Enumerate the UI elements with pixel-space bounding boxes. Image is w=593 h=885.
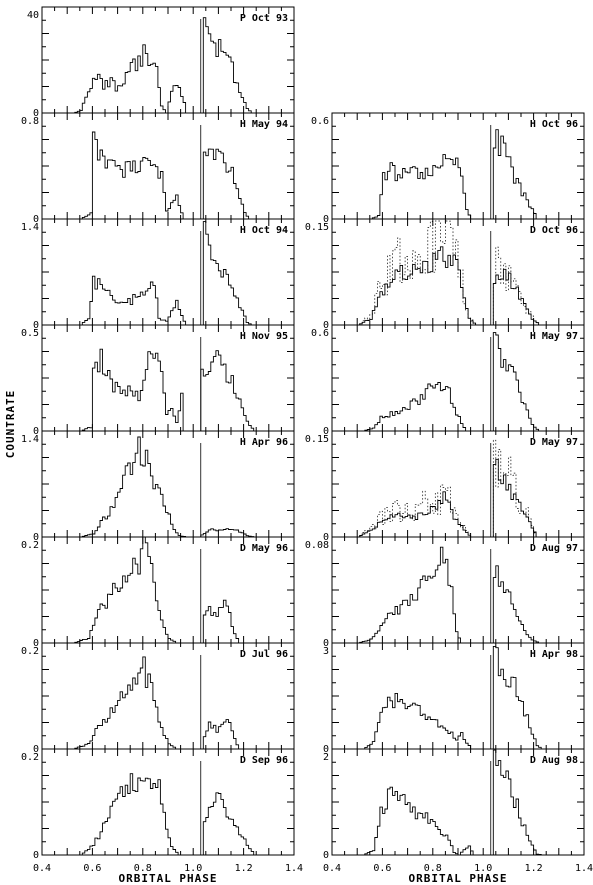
panel-label: D Sep 96: [240, 755, 288, 766]
y-tick-label-max: 0.6: [311, 116, 329, 127]
x-tick-label: 1.4: [285, 863, 303, 874]
light-curve-series: [332, 332, 584, 432]
panel-label: P Oct 93: [240, 13, 288, 24]
y-tick-label-max: 0.6: [311, 328, 329, 339]
y-tick-label-max: 0.5: [21, 328, 39, 339]
light-curve-series: [332, 246, 584, 326]
y-tick-label-max: 0.2: [21, 646, 39, 657]
y-tick-label-zero: 0: [33, 532, 39, 543]
panel-label: H May 94: [240, 119, 288, 130]
y-tick-label-max: 0.15: [305, 434, 329, 445]
y-tick-label-zero: 0: [323, 214, 329, 225]
y-tick-label-zero: 0: [323, 850, 329, 861]
panel-label: H Apr 98: [530, 649, 578, 660]
y-tick-label-zero: 0: [33, 744, 39, 755]
light-curve-series: [42, 17, 294, 114]
y-tick-label-zero: 0: [33, 426, 39, 437]
light-curve-series: [332, 129, 584, 220]
x-tick-label: 0.6: [373, 863, 391, 874]
y-tick-label-max: 3: [323, 646, 329, 657]
x-tick-label: 0.8: [424, 863, 442, 874]
light-curve-series: [332, 749, 584, 856]
panel-label: H Oct 96: [530, 119, 578, 130]
y-tick-label-max: 1.4: [21, 434, 39, 445]
y-tick-label-zero: 0: [33, 320, 39, 331]
light-curve-series: [42, 656, 294, 750]
y-tick-label-max: 0.15: [305, 222, 329, 233]
panel-label: H Nov 95: [240, 331, 288, 342]
y-tick-label-zero: 0: [33, 850, 39, 861]
light-curve-series: [42, 773, 294, 856]
x-tick-label: 1.0: [474, 863, 492, 874]
x-tick-label: 0.6: [83, 863, 101, 874]
y-tick-label-zero: 0: [33, 108, 39, 119]
light-curve-series: [42, 436, 294, 538]
light-curve-series: [332, 645, 584, 750]
light-curve-series: [42, 536, 294, 644]
panel-label: D May 97: [530, 437, 578, 448]
light-curve-series: [42, 131, 294, 220]
x-tick-label: 0.8: [134, 863, 152, 874]
light-curve-series: [42, 221, 294, 326]
light-curve-series: [42, 348, 294, 432]
panel-label: H Apr 96: [240, 437, 288, 448]
x-tick-label: 1.0: [184, 863, 202, 874]
y-tick-label-max: 1.4: [21, 222, 39, 233]
y-axis-label: COUNTRATE: [4, 390, 17, 459]
light-curve-series: [332, 458, 584, 538]
panel-label: H Oct 94: [240, 225, 288, 236]
y-tick-label-max: 0.2: [21, 540, 39, 551]
y-tick-label-max: 40: [27, 10, 39, 21]
y-tick-label-max: 0.08: [305, 540, 329, 551]
x-tick-label: 0.4: [323, 863, 341, 874]
panel-label: D May 96: [240, 543, 288, 554]
y-tick-label-zero: 0: [33, 638, 39, 649]
panel-label: H May 97: [530, 331, 578, 342]
panel-label: D Aug 97: [530, 543, 578, 554]
y-tick-label-zero: 0: [323, 320, 329, 331]
x-tick-label: 1.2: [235, 863, 253, 874]
y-tick-label-zero: 0: [323, 426, 329, 437]
panel-label: D Oct 96: [530, 225, 578, 236]
y-tick-label-max: 0.2: [21, 752, 39, 763]
light-curve-series: [332, 546, 584, 644]
light-curve-dotted-series: [332, 220, 584, 326]
x-axis-label-right: ORBITAL PHASE: [408, 872, 507, 885]
y-tick-label-zero: 0: [323, 638, 329, 649]
x-tick-label: 1.2: [525, 863, 543, 874]
x-tick-label: 1.4: [575, 863, 593, 874]
y-tick-label-max: 2: [323, 752, 329, 763]
x-tick-label: 0.4: [33, 863, 51, 874]
y-tick-label-max: 0.8: [21, 116, 39, 127]
y-tick-label-zero: 0: [323, 532, 329, 543]
y-tick-label-zero: 0: [33, 214, 39, 225]
x-axis-label-left: ORBITAL PHASE: [118, 872, 217, 885]
y-tick-label-zero: 0: [323, 744, 329, 755]
panel-label: D Aug 98: [530, 755, 578, 766]
light-curve-dotted-series: [332, 439, 584, 538]
panel-label: D Jul 96: [240, 649, 288, 660]
